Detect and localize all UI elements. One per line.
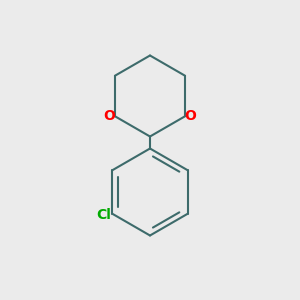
Text: O: O <box>184 109 196 123</box>
Text: O: O <box>103 109 116 123</box>
Text: Cl: Cl <box>97 208 111 222</box>
